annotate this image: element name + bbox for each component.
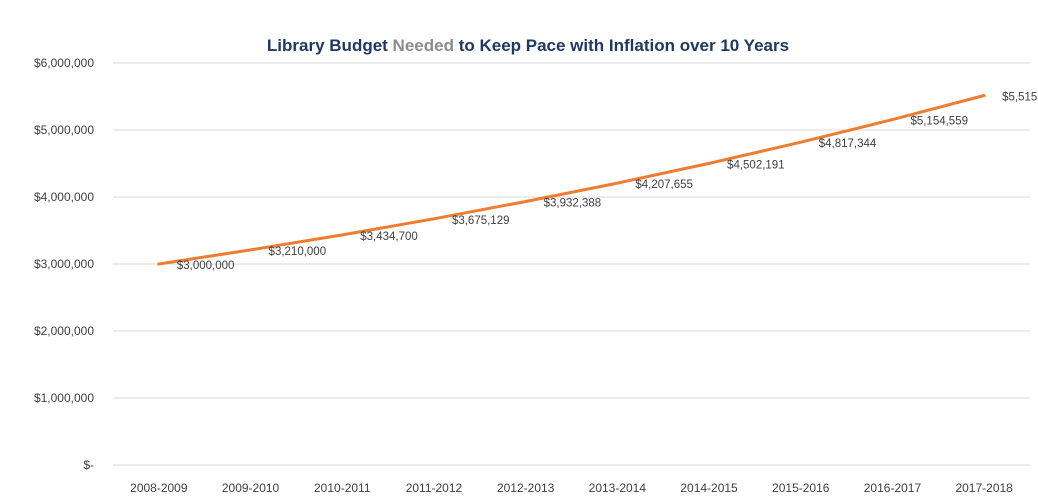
x-tick-label: 2016-2017 [864, 481, 922, 495]
x-tick-label: 2014-2015 [680, 481, 738, 495]
x-tick-label: 2017-2018 [955, 481, 1013, 495]
data-labels: $3,000,000 $3,210,000 $3,434,700 $3,675,129… [177, 91, 1038, 272]
x-tick-label: 2013-2014 [589, 481, 647, 495]
series-line [157, 94, 986, 266]
title-part-0: Library Budget [267, 36, 393, 55]
y-tick-label: $4,000,000 [34, 190, 94, 204]
data-label: $3,434,700 [360, 231, 418, 243]
y-axis-ticks: $- $1,000,000 $2,000,000 $3,000,000 $4,000,0… [34, 56, 94, 472]
title-part-1: Needed [393, 36, 454, 55]
y-tick-label: $5,000,000 [34, 123, 94, 137]
gridlines [113, 62, 1030, 466]
y-tick-label: $2,000,000 [34, 324, 94, 338]
x-tick-label: 2015-2016 [772, 481, 830, 495]
data-label: $5,154,559 [910, 116, 968, 128]
x-axis-ticks: 2008-2009 2009-2010 2010-2011 2011-2012 2012… [130, 481, 1013, 495]
x-tick-label: 2009-2010 [222, 481, 280, 495]
title-part-2: to Keep Pace with Inflation over 10 Year… [454, 36, 789, 55]
chart-title: Library Budget Needed to Keep Pace with … [267, 36, 789, 55]
x-tick-label: 2008-2009 [130, 481, 188, 495]
y-tick-label: $6,000,000 [34, 56, 94, 70]
data-label: $4,817,344 [819, 138, 877, 150]
x-tick-label: 2011-2012 [406, 481, 463, 495]
data-label: $3,000,000 [177, 260, 235, 272]
y-tick-label: $3,000,000 [34, 257, 94, 271]
data-label: $3,675,129 [452, 215, 510, 227]
data-label: $3,210,000 [269, 246, 327, 258]
y-tick-label: $1,000,000 [34, 391, 94, 405]
y-tick-label: $- [83, 458, 94, 472]
x-tick-label: 2010-2011 [314, 481, 371, 495]
data-label: $5,515,378 [1002, 91, 1038, 103]
data-label: $4,207,655 [635, 179, 693, 191]
data-label: $4,502,191 [727, 159, 785, 171]
x-tick-label: 2012-2013 [497, 481, 555, 495]
data-label: $3,932,388 [544, 198, 602, 210]
series-layer [157, 94, 986, 266]
